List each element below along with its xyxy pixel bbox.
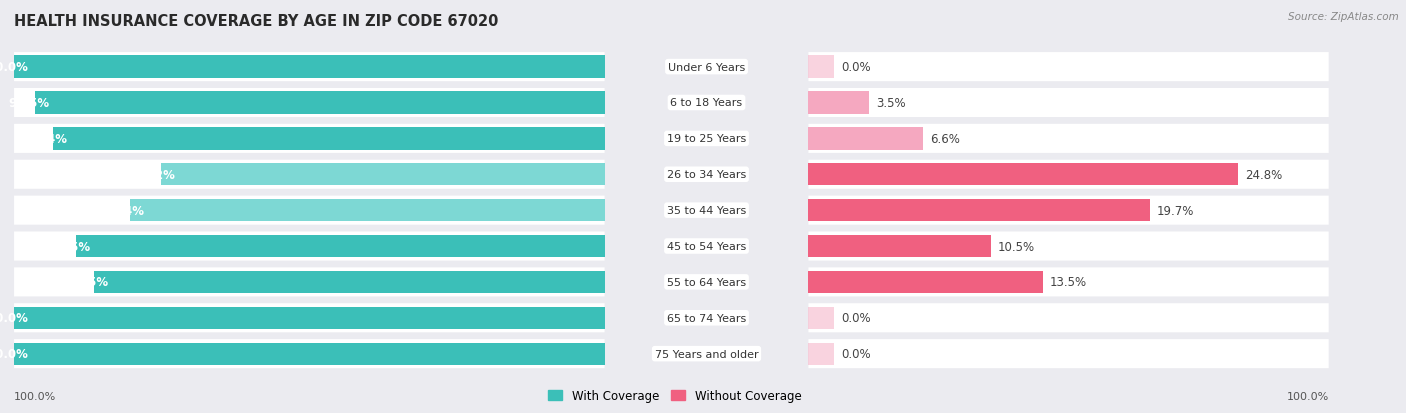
Bar [160, 164, 605, 186]
FancyBboxPatch shape [14, 232, 605, 261]
Text: 75 Years and older: 75 Years and older [655, 349, 758, 359]
FancyBboxPatch shape [14, 53, 605, 82]
Text: 100.0%: 100.0% [1286, 392, 1329, 401]
Text: 100.0%: 100.0% [14, 392, 56, 401]
FancyBboxPatch shape [14, 160, 605, 189]
Legend: With Coverage, Without Coverage: With Coverage, Without Coverage [544, 385, 806, 407]
Bar [808, 199, 1150, 222]
Bar [53, 128, 605, 150]
Bar [808, 271, 1043, 293]
FancyBboxPatch shape [808, 89, 1329, 118]
Bar [808, 164, 1239, 186]
Bar [808, 92, 869, 114]
FancyBboxPatch shape [14, 339, 605, 368]
Text: 100.0%: 100.0% [0, 311, 28, 325]
Text: 0.0%: 0.0% [841, 347, 872, 360]
FancyBboxPatch shape [14, 268, 605, 297]
FancyBboxPatch shape [14, 125, 605, 154]
FancyBboxPatch shape [808, 196, 1329, 225]
Text: 24.8%: 24.8% [1246, 169, 1282, 181]
Text: 45 to 54 Years: 45 to 54 Years [666, 242, 747, 252]
Text: 96.5%: 96.5% [8, 97, 49, 110]
Bar [35, 92, 605, 114]
Text: 13.5%: 13.5% [1049, 276, 1087, 289]
FancyBboxPatch shape [14, 304, 605, 332]
Text: 6.6%: 6.6% [929, 133, 960, 145]
Bar [808, 343, 835, 365]
FancyBboxPatch shape [808, 304, 1329, 332]
Bar [808, 235, 990, 258]
Bar [14, 56, 605, 78]
FancyBboxPatch shape [808, 232, 1329, 261]
Text: 89.5%: 89.5% [49, 240, 91, 253]
Bar [14, 343, 605, 365]
FancyBboxPatch shape [808, 339, 1329, 368]
Text: 80.4%: 80.4% [104, 204, 145, 217]
Bar [76, 235, 605, 258]
Bar [808, 128, 922, 150]
Bar [94, 271, 605, 293]
FancyBboxPatch shape [808, 53, 1329, 82]
Text: 0.0%: 0.0% [841, 61, 872, 74]
FancyBboxPatch shape [14, 196, 605, 225]
Text: 75.2%: 75.2% [135, 169, 176, 181]
Bar [808, 307, 835, 329]
Bar [808, 56, 835, 78]
Bar [14, 307, 605, 329]
Text: 10.5%: 10.5% [997, 240, 1035, 253]
FancyBboxPatch shape [808, 125, 1329, 154]
FancyBboxPatch shape [808, 160, 1329, 189]
Text: 19 to 25 Years: 19 to 25 Years [666, 134, 747, 144]
Text: 93.4%: 93.4% [27, 133, 67, 145]
Text: 0.0%: 0.0% [841, 311, 872, 325]
FancyBboxPatch shape [14, 89, 605, 118]
Text: Under 6 Years: Under 6 Years [668, 62, 745, 72]
Bar [129, 199, 605, 222]
Text: 55 to 64 Years: 55 to 64 Years [666, 277, 747, 287]
FancyBboxPatch shape [808, 268, 1329, 297]
Text: 86.5%: 86.5% [67, 276, 108, 289]
Text: HEALTH INSURANCE COVERAGE BY AGE IN ZIP CODE 67020: HEALTH INSURANCE COVERAGE BY AGE IN ZIP … [14, 14, 499, 29]
Text: 19.7%: 19.7% [1157, 204, 1194, 217]
Text: 6 to 18 Years: 6 to 18 Years [671, 98, 742, 108]
Text: 65 to 74 Years: 65 to 74 Years [666, 313, 747, 323]
Text: Source: ZipAtlas.com: Source: ZipAtlas.com [1288, 12, 1399, 22]
Text: 26 to 34 Years: 26 to 34 Years [666, 170, 747, 180]
Text: 3.5%: 3.5% [876, 97, 905, 110]
Text: 100.0%: 100.0% [0, 61, 28, 74]
Text: 100.0%: 100.0% [0, 347, 28, 360]
Text: 35 to 44 Years: 35 to 44 Years [666, 206, 747, 216]
